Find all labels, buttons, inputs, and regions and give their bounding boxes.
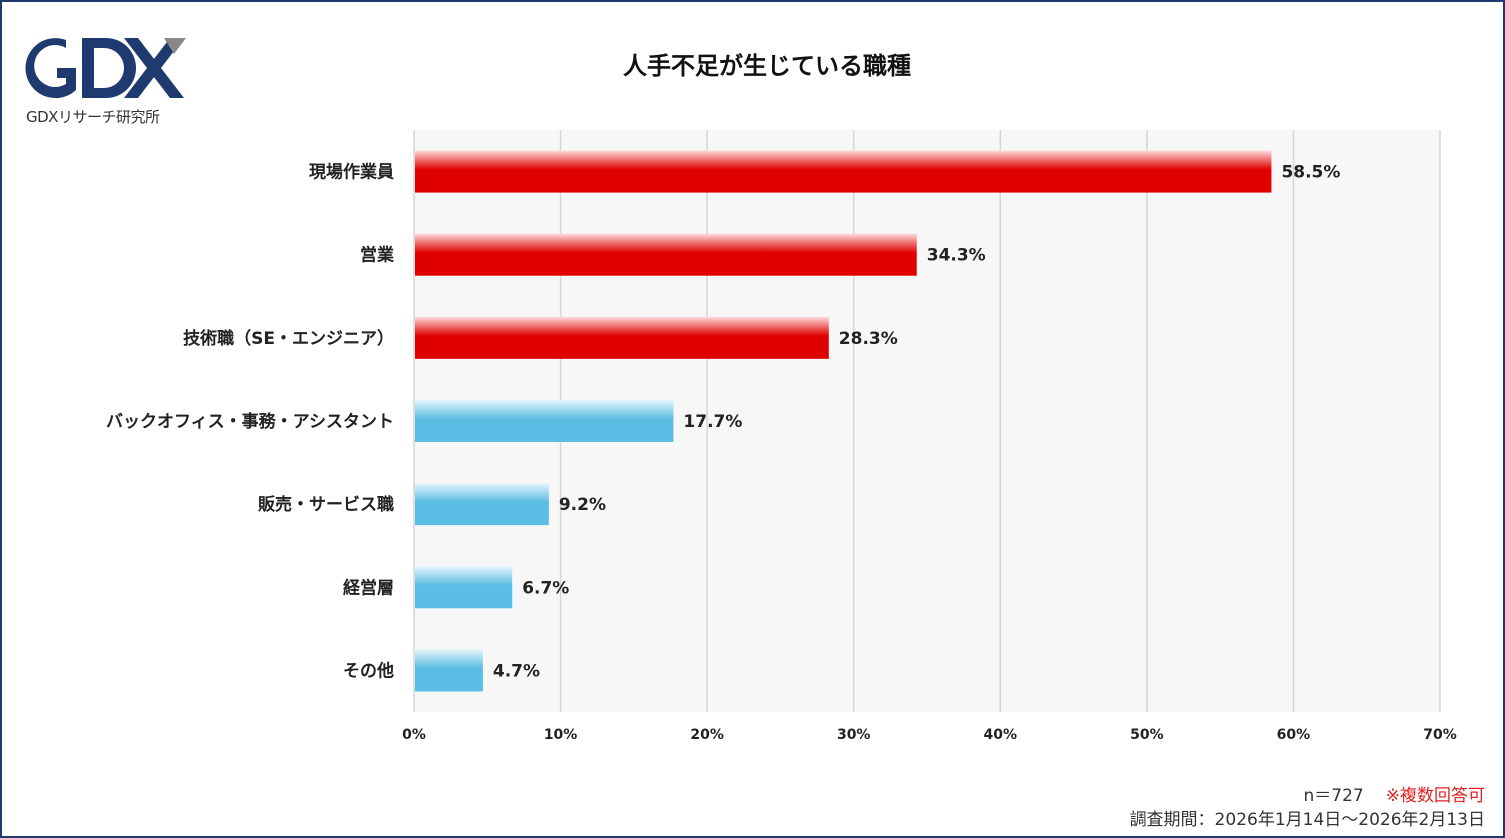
data-label: 58.5% xyxy=(1281,163,1340,183)
category-label: バックオフィス・事務・アシスタント xyxy=(106,411,394,432)
data-label: 28.3% xyxy=(839,329,898,349)
category-label: 経営層 xyxy=(343,577,394,598)
data-label: 17.7% xyxy=(683,412,742,432)
data-label: 34.3% xyxy=(927,246,986,266)
bar xyxy=(415,150,1272,193)
x-tick-label: 50% xyxy=(1130,727,1164,743)
category-label: 技術職（SE・エンジニア） xyxy=(183,328,394,349)
chart-title: 人手不足が生じている職種 xyxy=(623,52,911,80)
data-label: 9.2% xyxy=(559,495,606,515)
bar xyxy=(415,649,483,692)
logo-caption: GDXリサーチ研究所 xyxy=(26,108,160,126)
x-tick-label: 60% xyxy=(1277,727,1311,743)
sample-size: n＝727 ※複数回答可 xyxy=(1304,781,1485,806)
bar xyxy=(415,483,549,526)
x-tick-label: 0% xyxy=(402,727,426,743)
bar xyxy=(415,400,674,442)
category-label: 現場作業員 xyxy=(309,162,394,183)
multiple-answer-note: ※複数回答可 xyxy=(1385,786,1485,806)
x-tick-label: 70% xyxy=(1423,727,1457,743)
bar xyxy=(415,316,829,359)
x-tick-label: 40% xyxy=(984,727,1018,743)
bar xyxy=(415,566,513,609)
category-label: その他 xyxy=(343,660,394,681)
category-label: 販売・サービス職 xyxy=(258,494,394,515)
data-label: 4.7% xyxy=(493,661,540,681)
sample-size-text: n＝727 xyxy=(1303,786,1364,806)
survey-period: 調査期間：2026年1月14日～2026年2月13日 xyxy=(1129,810,1485,830)
x-tick-label: 10% xyxy=(544,727,578,743)
data-label: 6.7% xyxy=(522,578,569,598)
x-tick-label: 30% xyxy=(837,727,871,743)
gdx-logo xyxy=(25,38,186,99)
bar xyxy=(415,233,917,276)
category-label: 営業 xyxy=(360,245,394,266)
x-tick-label: 20% xyxy=(690,727,724,743)
